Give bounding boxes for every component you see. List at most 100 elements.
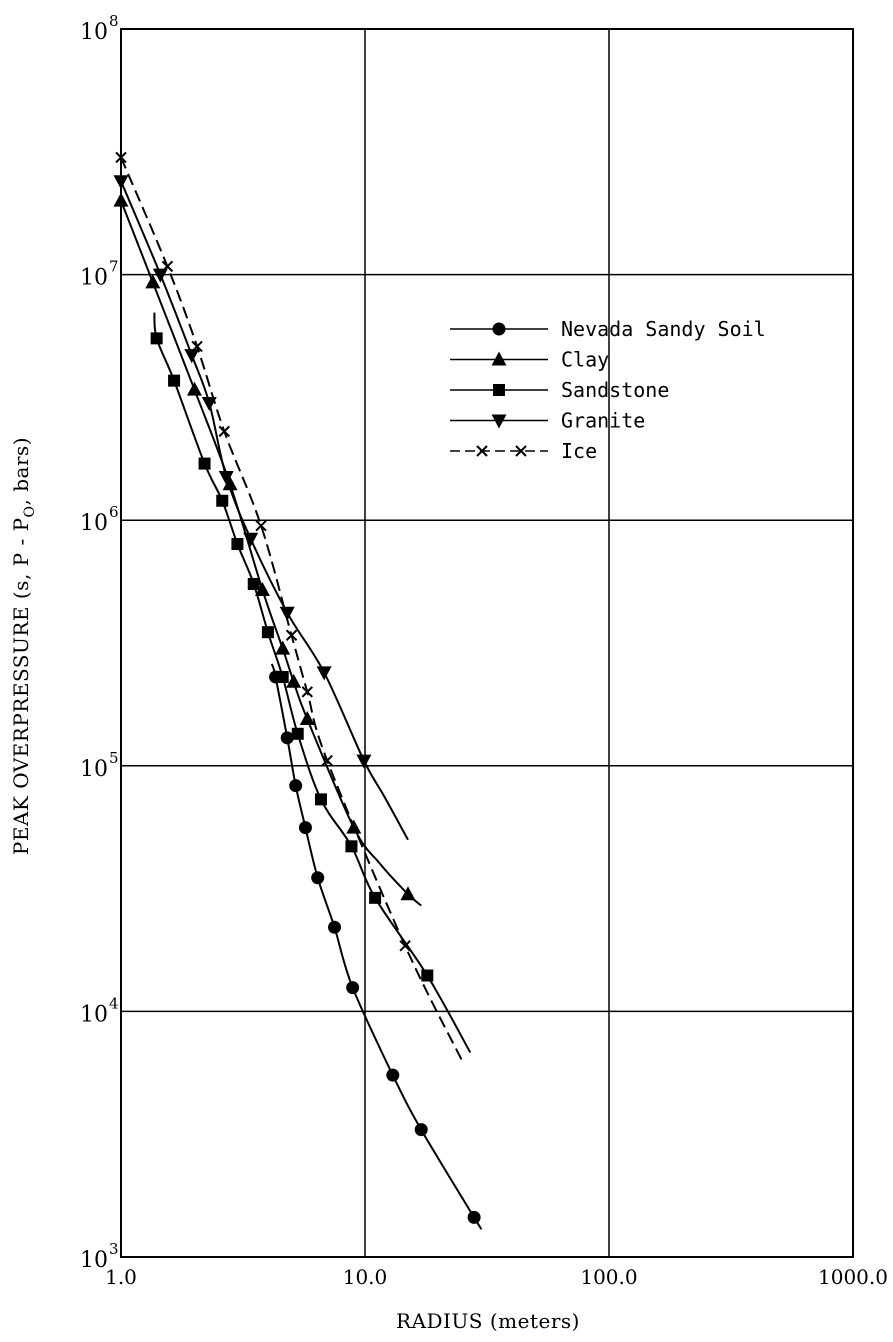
marker-triangle-down — [356, 754, 372, 769]
legend-item: Nevada Sandy Soil — [450, 317, 766, 341]
marker-circle — [289, 779, 303, 793]
marker-triangle-down — [184, 349, 200, 364]
legend-item: Sandstone — [450, 378, 669, 402]
marker-square — [345, 840, 358, 853]
x-tick-label: 100.0 — [580, 1265, 637, 1289]
marker-circle — [386, 1068, 400, 1082]
y-tick-label: 10 5 — [80, 749, 119, 782]
marker-triangle-up — [113, 192, 129, 207]
marker-triangle-up — [299, 711, 315, 726]
marker-square — [198, 457, 211, 470]
marker-triangle-down — [491, 414, 507, 429]
y-tick-label: 10 3 — [80, 1240, 119, 1273]
marker-triangle-up — [254, 581, 270, 596]
marker-x-stroke — [115, 151, 127, 164]
y-tick-base: 10 — [80, 266, 108, 291]
marker-x-stroke — [321, 754, 333, 767]
marker-triangle-up — [275, 640, 291, 655]
marker-x — [285, 629, 298, 641]
series-ice — [115, 151, 463, 1062]
marker-x-stroke — [301, 686, 313, 698]
legend-label: Nevada Sandy Soil — [561, 317, 766, 341]
y-axis-label-main: PEAK OVERPRESSURE (s, P - P — [9, 517, 33, 855]
marker-circle — [280, 731, 294, 745]
legend: Nevada Sandy Soil Clay Sandstone Granite Ice — [450, 317, 766, 463]
y-tick-exponent: 4 — [109, 994, 119, 1012]
marker-circle — [492, 322, 506, 336]
series-sandstone — [150, 312, 472, 1053]
marker-triangle-up — [186, 381, 202, 396]
series-line — [153, 312, 472, 1053]
series-clay — [113, 192, 422, 907]
y-tick-label: 10 7 — [80, 258, 119, 291]
series-layer — [113, 151, 483, 1230]
marker-x-stroke — [161, 260, 174, 273]
y-tick-label: 10 4 — [80, 994, 119, 1027]
legend-item: Ice — [450, 439, 597, 463]
marker-square — [231, 538, 244, 551]
grid — [120, 28, 854, 1258]
marker-triangle-down — [201, 397, 217, 412]
x-tick-label: 1.0 — [105, 1265, 137, 1289]
legend-label: Ice — [561, 439, 597, 463]
y-tick-base: 10 — [80, 1002, 108, 1027]
y-tick-base: 10 — [80, 1248, 108, 1273]
marker-triangle-up — [491, 351, 507, 366]
y-tick-base: 10 — [80, 757, 108, 782]
y-tick-base: 10 — [80, 20, 108, 45]
y-axis-label-end: , bars) — [9, 437, 33, 506]
y-tick-label: 10 6 — [80, 503, 119, 536]
marker-circle — [467, 1210, 481, 1224]
y-axis-label-subscript: O — [22, 505, 38, 517]
legend-label: Granite — [561, 409, 645, 433]
x-tick-label: 1000.0 — [818, 1265, 888, 1289]
series-nevada-sandy-soil — [269, 663, 483, 1230]
y-tick-base: 10 — [80, 511, 108, 536]
x-axis-label: RADIUS (meters) — [396, 1309, 580, 1333]
marker-square — [291, 727, 304, 740]
marker-circle — [311, 871, 325, 885]
x-tick-labels: 1.0 10.0 100.0 1000.0 — [105, 1265, 888, 1289]
marker-x-stroke — [285, 629, 298, 641]
marker-x-stroke — [515, 445, 527, 457]
marker-x-stroke — [255, 519, 267, 532]
marker-x-stroke — [191, 340, 203, 353]
marker-square — [261, 626, 274, 639]
marker-circle — [414, 1123, 428, 1137]
y-tick-exponent: 3 — [109, 1240, 119, 1258]
marker-triangle-down — [243, 532, 259, 547]
marker-triangle-up — [286, 673, 302, 688]
marker-triangle-down — [279, 606, 295, 621]
y-tick-exponent: 7 — [109, 258, 119, 276]
x-tick-label: 10.0 — [343, 1265, 388, 1289]
marker-x — [218, 425, 230, 438]
y-tick-exponent: 8 — [109, 12, 119, 30]
marker-triangle-down — [218, 470, 234, 485]
legend-label: Sandstone — [561, 378, 669, 402]
marker-triangle-up — [400, 886, 416, 901]
legend-label: Clay — [561, 348, 609, 372]
marker-x — [515, 445, 527, 457]
marker-square — [276, 670, 289, 683]
marker-x-stroke — [476, 445, 488, 457]
marker-x — [399, 940, 411, 952]
marker-square — [216, 494, 229, 507]
marker-square — [168, 374, 181, 387]
series-granite — [113, 175, 409, 841]
marker-triangle-up — [145, 274, 161, 289]
legend-item: Granite — [450, 409, 645, 433]
legend-item: Clay — [450, 348, 609, 372]
marker-square — [314, 793, 327, 806]
marker-circle — [328, 920, 342, 934]
marker-circle — [298, 821, 312, 835]
y-tick-exponent: 6 — [109, 503, 119, 521]
marker-x-stroke — [399, 940, 411, 952]
marker-square — [150, 332, 163, 345]
marker-x — [476, 445, 488, 457]
marker-square — [493, 384, 505, 396]
series-line — [120, 157, 463, 1062]
marker-circle — [346, 981, 360, 995]
marker-triangle-down — [152, 268, 168, 283]
